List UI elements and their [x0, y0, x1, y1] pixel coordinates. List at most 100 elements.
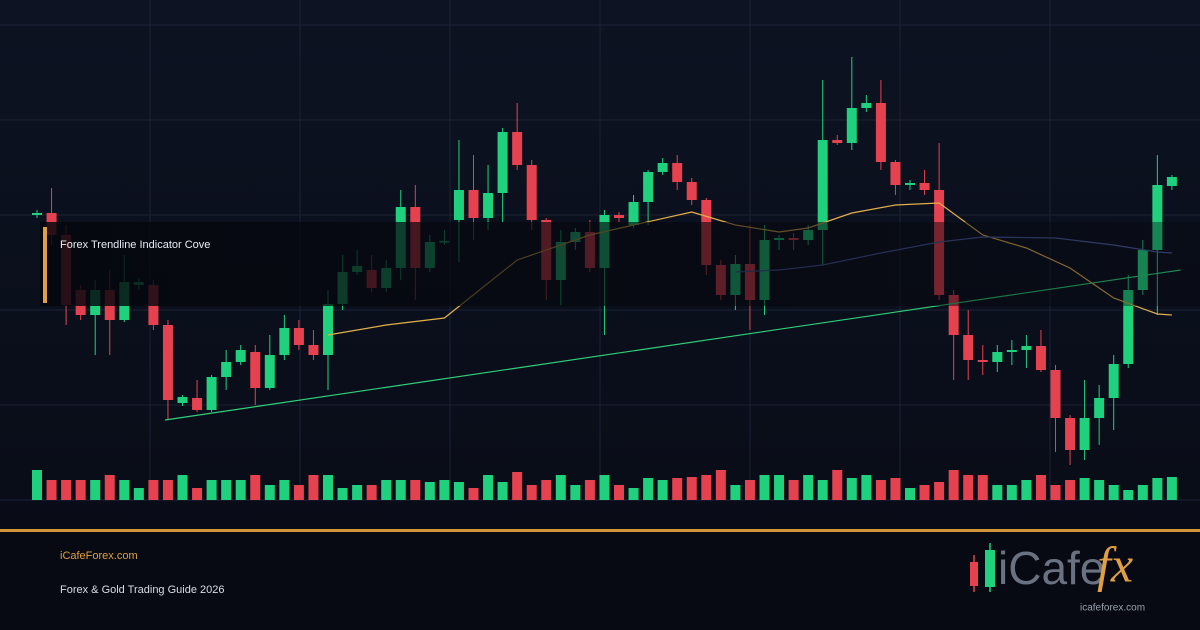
candle-body [192, 398, 203, 410]
candle-body [1021, 346, 1032, 350]
volume-bar [832, 470, 843, 500]
volume-bar [919, 485, 930, 500]
volume-bar [715, 470, 726, 500]
candle-body [1065, 418, 1076, 450]
candle-body [614, 215, 624, 218]
logo: iCafe fx icafeforex.com [970, 536, 1145, 614]
volume-bar [293, 485, 304, 500]
volume-bar [541, 480, 552, 500]
volume-bar [1021, 480, 1032, 500]
volume-bar [875, 480, 886, 500]
volume-bar [628, 488, 639, 500]
candle-body [453, 190, 464, 220]
volume-bar [133, 488, 144, 500]
candle-body [177, 397, 188, 403]
volume-bar [992, 485, 1003, 500]
volume-bar [846, 478, 857, 500]
volume-bar [352, 485, 363, 500]
volume-bar [905, 488, 915, 500]
volume-bar [1006, 485, 1017, 500]
candle-body [497, 132, 508, 193]
candle-body [643, 172, 654, 202]
volume-bar [1079, 478, 1090, 500]
volume-bar [497, 482, 508, 500]
logo-url: icafeforex.com [1080, 603, 1145, 614]
candle-body [308, 345, 319, 355]
candle-body [250, 352, 261, 388]
candle-body [1123, 290, 1134, 364]
volume-bar [643, 478, 654, 500]
volume-bar [759, 475, 770, 500]
volume-bar [861, 475, 872, 500]
volume-bar [366, 485, 377, 500]
volume-bar [599, 475, 610, 500]
volume-bar [264, 485, 275, 500]
volume-bar [774, 475, 785, 500]
candle-body [875, 103, 886, 162]
volume-bar [817, 480, 828, 500]
volume-bar [788, 480, 799, 500]
volume-bar [803, 475, 814, 500]
volume-bar [75, 480, 86, 500]
volume-bar [1166, 477, 1177, 500]
volume-bar [337, 488, 348, 500]
label-band [40, 222, 1200, 306]
volume-bar [177, 475, 188, 500]
candle-body [162, 325, 173, 400]
volume-bar [1137, 485, 1148, 500]
annotation: Forex Trendline Indicator Cove [60, 239, 210, 251]
candle-body [512, 132, 523, 165]
volume-bar [468, 488, 479, 500]
volume-bar [526, 485, 537, 500]
volume-bar [1035, 475, 1046, 500]
volume-bar [206, 480, 217, 500]
volume-bar [381, 480, 392, 500]
logo-candle [970, 562, 978, 586]
volume-bar [934, 482, 945, 500]
volume-bar [395, 480, 406, 500]
volume-bar [250, 475, 261, 500]
candle-body [235, 350, 246, 362]
volume-bar [308, 475, 319, 500]
candle-body [1094, 398, 1105, 418]
candle-body [1050, 370, 1061, 418]
candle-body [1166, 177, 1177, 186]
candle-body [1035, 346, 1046, 370]
candle-body [817, 140, 828, 230]
logo-brand: iCafe [998, 542, 1105, 594]
volume-bar [570, 485, 581, 500]
footer-rule [0, 529, 1200, 532]
volume-bar [890, 478, 901, 500]
volume-bar [584, 480, 595, 500]
candle-body [468, 190, 479, 218]
candle-body [264, 355, 275, 388]
volume-bar [148, 480, 159, 500]
candle-body [628, 202, 639, 225]
volume-bar [424, 482, 435, 500]
candle-body [919, 183, 930, 190]
footer-subtitle: Forex & Gold Trading Guide 2026 [60, 584, 224, 596]
volume-bar [410, 480, 421, 500]
candle-body [279, 328, 290, 355]
candle-body [948, 295, 959, 335]
volume-bar [119, 480, 130, 500]
candle-body [832, 140, 843, 143]
candle-body [686, 182, 697, 200]
volume-bar [701, 475, 712, 500]
volume-bar [1065, 480, 1076, 500]
volume-bar [46, 480, 57, 500]
volume-bar [1152, 478, 1163, 500]
candle-body [526, 165, 537, 220]
candle-body [1108, 364, 1119, 398]
volume-bar [672, 478, 683, 500]
volume-bar [104, 475, 115, 500]
volume-bar [657, 480, 668, 500]
candle-body [293, 328, 304, 345]
logo-candle [985, 550, 995, 587]
volume-bar [279, 480, 290, 500]
candle-body [963, 335, 974, 360]
volume-bar [323, 475, 333, 500]
candle-body [1006, 350, 1017, 352]
volume-bar [439, 480, 450, 500]
